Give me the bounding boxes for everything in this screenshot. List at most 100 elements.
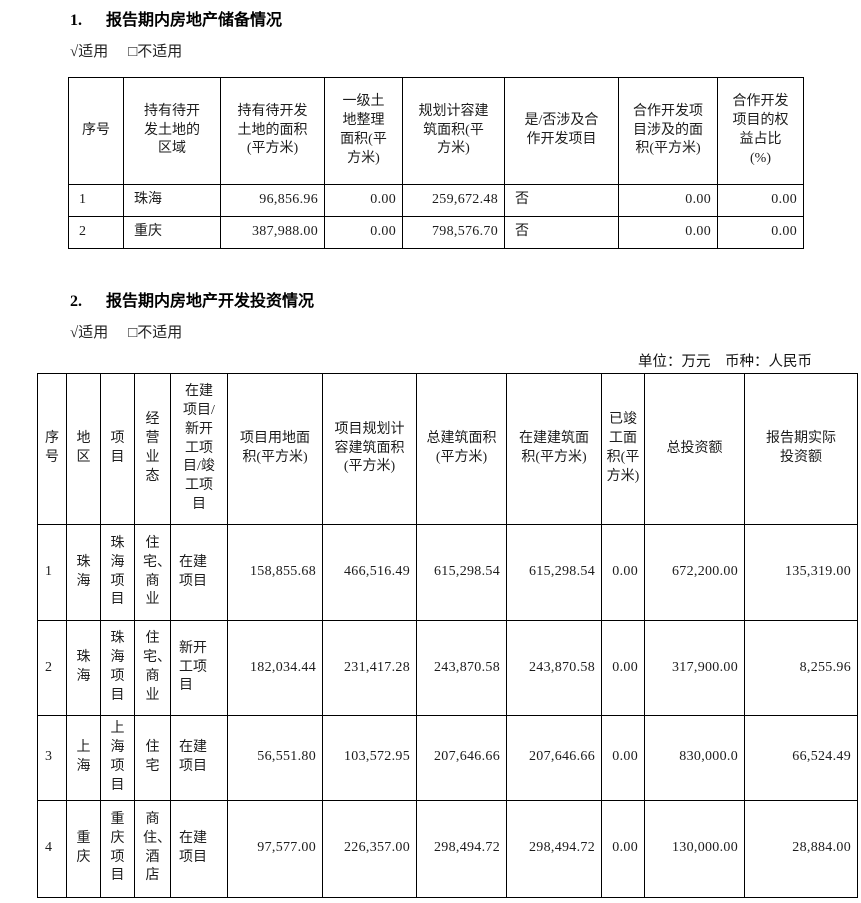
header-cell: 报告期实际投资额 <box>744 373 858 525</box>
table-cell: 182,034.44 <box>227 620 323 716</box>
header-cell: 项目用地面积(平方米) <box>227 373 323 525</box>
table-cell: 2 <box>68 216 124 249</box>
table-cell: 重庆项目 <box>100 799 135 898</box>
table-header-row: 序号 地区 项目 经营业态 在建项目/新开工项目/竣工项目 项目用地面积(平方米… <box>37 373 858 525</box>
header-cell: 序号 <box>68 77 124 185</box>
section-2-number: 2. <box>70 293 82 310</box>
table-cell: 615,298.54 <box>506 524 602 621</box>
table-cell: 在建项目 <box>170 524 228 621</box>
table-cell: 商住、酒店 <box>134 799 171 898</box>
table-cell: 0.00 <box>717 216 804 249</box>
table-cell: 0.00 <box>601 799 645 898</box>
table-cell: 615,298.54 <box>416 524 507 621</box>
not-applicable-option: □不适用 <box>128 44 183 60</box>
header-cell: 持有待开发土地的面积(平方米) <box>220 77 325 185</box>
table-cell: 0.00 <box>324 184 403 217</box>
table-row: 1 珠海 96,856.96 0.00 259,672.48 否 0.00 0.… <box>68 184 804 217</box>
table-cell: 重庆 <box>123 216 221 249</box>
not-applicable-option: □不适用 <box>128 325 183 341</box>
table-cell: 96,856.96 <box>220 184 325 217</box>
section-1-applicability: √适用 □不适用 <box>0 40 861 61</box>
table-cell: 259,672.48 <box>402 184 505 217</box>
table-header-row: 序号 持有待开发土地的区域 持有待开发土地的面积(平方米) 一级土地整理面积(平… <box>68 77 804 185</box>
header-cell: 已竣工面积(平方米) <box>601 373 645 525</box>
table-cell: 56,551.80 <box>227 715 323 801</box>
investment-table: 序号 地区 项目 经营业态 在建项目/新开工项目/竣工项目 项目用地面积(平方米… <box>37 373 858 898</box>
table-cell: 298,494.72 <box>416 799 507 898</box>
table-cell: 住宅 <box>134 715 171 801</box>
table-cell: 243,870.58 <box>416 620 507 716</box>
header-cell: 总建筑面积(平方米) <box>416 373 507 525</box>
table-row: 2 重庆 387,988.00 0.00 798,576.70 否 0.00 0… <box>68 216 804 249</box>
table-cell: 130,000.00 <box>644 799 745 898</box>
table-cell: 0.00 <box>601 620 645 716</box>
table-cell: 207,646.66 <box>416 715 507 801</box>
section-1-title-text: 报告期内房地产储备情况 <box>106 12 283 29</box>
table-cell: 新开工项目 <box>170 620 228 716</box>
table-cell: 珠海 <box>66 620 101 716</box>
table-cell: 1 <box>37 524 67 621</box>
table-cell: 298,494.72 <box>506 799 602 898</box>
table-cell: 135,319.00 <box>744 524 858 621</box>
document-page: 1. 报告期内房地产储备情况 √适用 □不适用 序号 持有待开发土地的区域 持有… <box>0 6 861 898</box>
table-cell: 672,200.00 <box>644 524 745 621</box>
section-2-title-text: 报告期内房地产开发投资情况 <box>106 293 315 310</box>
table-cell: 否 <box>504 216 619 249</box>
applicable-option: √适用 <box>70 44 109 60</box>
table-cell: 103,572.95 <box>322 715 417 801</box>
section-2-applicability: √适用 □不适用 <box>0 321 861 342</box>
table-cell: 上海项目 <box>100 715 135 801</box>
table-cell: 珠海 <box>123 184 221 217</box>
table-row: 1 珠海 珠海项目 住宅、商业 在建项目 158,855.68 466,516.… <box>37 524 858 621</box>
header-cell: 总投资额 <box>644 373 745 525</box>
table-cell: 243,870.58 <box>506 620 602 716</box>
header-cell: 经营业态 <box>134 373 171 525</box>
table-cell: 2 <box>37 620 67 716</box>
header-cell: 项目规划计容建筑面积(平方米) <box>322 373 417 525</box>
header-cell: 一级土地整理面积(平方米) <box>324 77 403 185</box>
table-cell: 重庆 <box>66 799 101 898</box>
applicable-option: √适用 <box>70 325 109 341</box>
header-cell: 在建项目/新开工项目/竣工项目 <box>170 373 228 525</box>
table-row: 2 珠海 珠海项目 住宅、商业 新开工项目 182,034.44 231,417… <box>37 620 858 716</box>
table-cell: 231,417.28 <box>322 620 417 716</box>
table-cell: 珠海项目 <box>100 620 135 716</box>
section-1-number: 1. <box>70 12 82 29</box>
table-cell: 226,357.00 <box>322 799 417 898</box>
header-cell: 地区 <box>66 373 101 525</box>
table-cell: 0.00 <box>601 524 645 621</box>
table-cell: 0.00 <box>618 184 718 217</box>
table-cell: 387,988.00 <box>220 216 325 249</box>
header-cell: 合作开发项目涉及的面积(平方米) <box>618 77 718 185</box>
table-cell: 珠海 <box>66 524 101 621</box>
table-cell: 0.00 <box>324 216 403 249</box>
table-cell: 在建项目 <box>170 715 228 801</box>
table-cell: 1 <box>68 184 124 217</box>
table-cell: 0.00 <box>618 216 718 249</box>
table-cell: 8,255.96 <box>744 620 858 716</box>
header-cell: 序号 <box>37 373 67 525</box>
table-cell: 66,524.49 <box>744 715 858 801</box>
table-cell: 28,884.00 <box>744 799 858 898</box>
table-cell: 3 <box>37 715 67 801</box>
table-row: 3 上海 上海项目 住宅 在建项目 56,551.80 103,572.95 2… <box>37 715 858 801</box>
header-cell: 在建建筑面积(平方米) <box>506 373 602 525</box>
land-reserve-table: 序号 持有待开发土地的区域 持有待开发土地的面积(平方米) 一级土地整理面积(平… <box>68 77 804 249</box>
header-cell: 持有待开发土地的区域 <box>123 77 221 185</box>
table-cell: 830,000.0 <box>644 715 745 801</box>
section-2-title: 2. 报告期内房地产开发投资情况 <box>0 287 861 311</box>
table-row: 4 重庆 重庆项目 商住、酒店 在建项目 97,577.00 226,357.0… <box>37 799 858 898</box>
table-cell: 466,516.49 <box>322 524 417 621</box>
table-cell: 珠海项目 <box>100 524 135 621</box>
table-cell: 798,576.70 <box>402 216 505 249</box>
table-cell: 在建项目 <box>170 799 228 898</box>
table-cell: 0.00 <box>717 184 804 217</box>
header-cell: 是/否涉及合作开发项目 <box>504 77 619 185</box>
header-cell: 合作开发项目的权益占比(%) <box>717 77 804 185</box>
unit-note: 单位：万元 币种：人民币 <box>638 354 812 370</box>
table-cell: 97,577.00 <box>227 799 323 898</box>
table-cell: 4 <box>37 799 67 898</box>
table-cell: 上海 <box>66 715 101 801</box>
table-cell: 317,900.00 <box>644 620 745 716</box>
table-cell: 住宅、商业 <box>134 524 171 621</box>
